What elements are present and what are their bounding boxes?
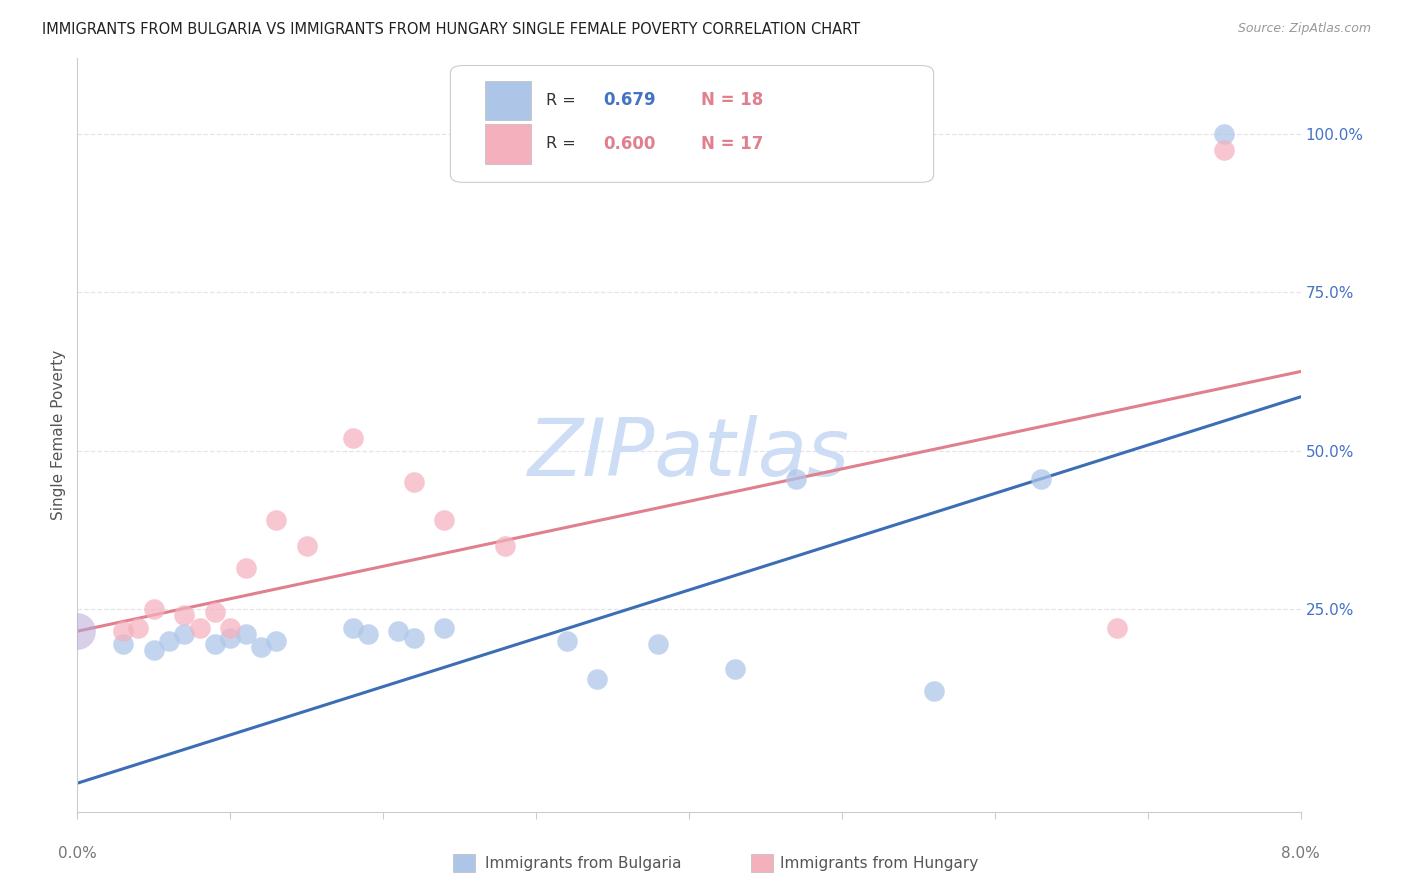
Point [433,513,456,527]
Point [922,684,945,698]
Point [264,513,287,527]
Point [157,633,180,648]
Text: 0.679: 0.679 [603,91,657,109]
Text: R =: R = [546,136,575,152]
Text: N = 18: N = 18 [702,91,763,109]
Point [173,627,195,641]
Point [342,621,364,635]
Text: 0.0%: 0.0% [58,846,97,861]
Text: 8.0%: 8.0% [1281,846,1320,861]
Point [188,621,211,635]
Point [112,624,135,639]
Point [66,624,89,639]
FancyBboxPatch shape [450,65,934,182]
Point [1213,127,1236,141]
Point [204,637,226,651]
Point [250,640,273,654]
Point [433,621,456,635]
Point [1213,143,1236,157]
FancyBboxPatch shape [751,854,773,872]
Point [264,633,287,648]
Text: Immigrants from Hungary: Immigrants from Hungary [779,856,979,871]
Point [295,539,318,553]
Point [357,627,380,641]
FancyBboxPatch shape [453,854,475,872]
Point [112,637,135,651]
Point [219,621,242,635]
Point [219,631,242,645]
Point [173,608,195,623]
FancyBboxPatch shape [485,124,531,163]
FancyBboxPatch shape [485,80,531,120]
Point [1029,472,1052,486]
Point [128,621,150,635]
Text: Immigrants from Bulgaria: Immigrants from Bulgaria [485,856,682,871]
Point [1107,621,1129,635]
Point [402,475,425,490]
Point [235,627,257,641]
Point [647,637,669,651]
Point [402,631,425,645]
Text: 0.600: 0.600 [603,135,655,153]
Point [724,662,747,676]
Point [785,472,807,486]
Point [342,431,364,445]
Point [235,561,257,575]
Text: N = 17: N = 17 [702,135,763,153]
Point [495,539,517,553]
Point [142,602,165,616]
Point [142,643,165,657]
Point [387,624,409,639]
Text: R =: R = [546,93,575,108]
Y-axis label: Single Female Poverty: Single Female Poverty [51,350,66,520]
Text: IMMIGRANTS FROM BULGARIA VS IMMIGRANTS FROM HUNGARY SINGLE FEMALE POVERTY CORREL: IMMIGRANTS FROM BULGARIA VS IMMIGRANTS F… [42,22,860,37]
Point [555,633,578,648]
Text: Source: ZipAtlas.com: Source: ZipAtlas.com [1237,22,1371,36]
Text: ZIPatlas: ZIPatlas [527,415,851,492]
Point [204,605,226,619]
Point [586,672,609,686]
